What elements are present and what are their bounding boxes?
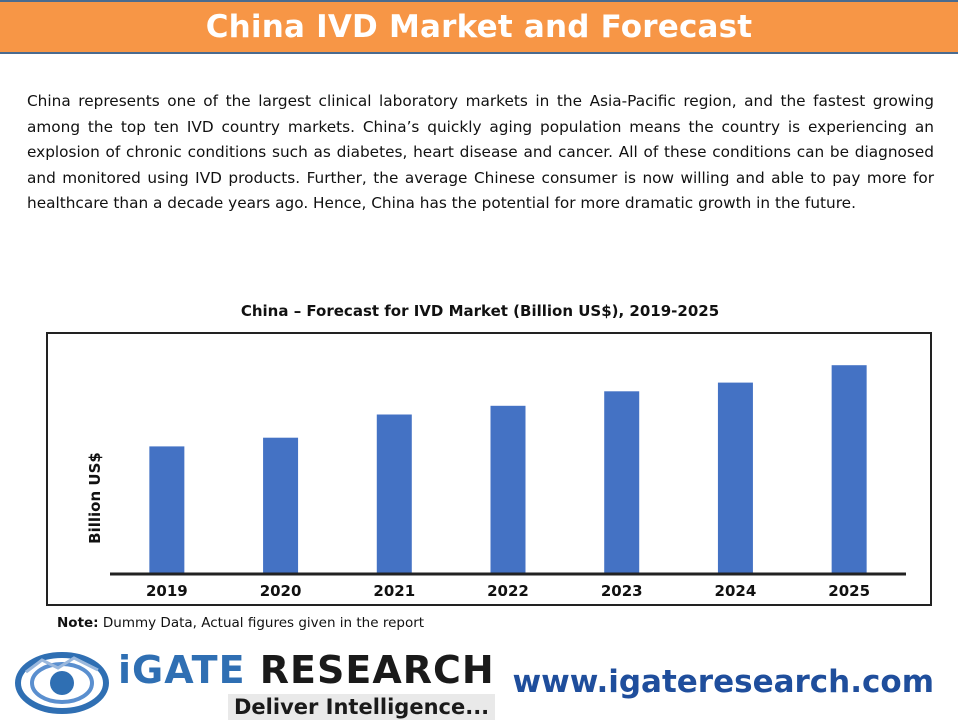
note-text: Dummy Data, Actual figures given in the … — [98, 615, 425, 631]
chart-frame: Billion US$ 2019 2020 2021 2022 2023 2024 2025 — [46, 332, 932, 606]
bar-2025 — [831, 365, 867, 574]
x-tick-label-2022: 2022 — [487, 582, 529, 600]
y-axis-label: Billion US$ — [86, 452, 104, 544]
x-tick-label-2020: 2020 — [260, 582, 302, 600]
x-tick-label-2025: 2025 — [828, 582, 870, 600]
bar-chart: Billion US$ 2019 2020 2021 2022 2023 2024 2025 — [86, 365, 906, 600]
website-link[interactable]: www.igateresearch.com — [512, 664, 934, 700]
intro-paragraph: China represents one of the largest clin… — [27, 92, 934, 212]
bar-2024 — [717, 382, 753, 574]
bar-2019 — [149, 446, 185, 574]
chart-note: Note: Dummy Data, Actual figures given i… — [57, 615, 424, 631]
x-tick-label-2021: 2021 — [373, 582, 415, 600]
title-banner: China IVD Market and Forecast — [0, 0, 958, 54]
x-tick-label-2019: 2019 — [146, 582, 188, 600]
bar-2022 — [490, 405, 526, 574]
logo-wordmark: iGATE RESEARCH — [118, 648, 495, 692]
x-tick-label-2024: 2024 — [715, 582, 757, 600]
bar-2020 — [263, 437, 299, 574]
company-logo: iGATE RESEARCH Deliver Intelligence... — [0, 648, 530, 720]
globe-logo-icon — [15, 652, 109, 714]
logo-tagline: Deliver Intelligence... — [228, 694, 496, 720]
page-title: China IVD Market and Forecast — [205, 9, 753, 45]
chart-title: China – Forecast for IVD Market (Billion… — [240, 302, 720, 320]
note-label: Note: — [57, 615, 99, 631]
x-tick-label-2023: 2023 — [601, 582, 643, 600]
bar-2023 — [604, 391, 640, 574]
bar-2021 — [376, 414, 412, 574]
